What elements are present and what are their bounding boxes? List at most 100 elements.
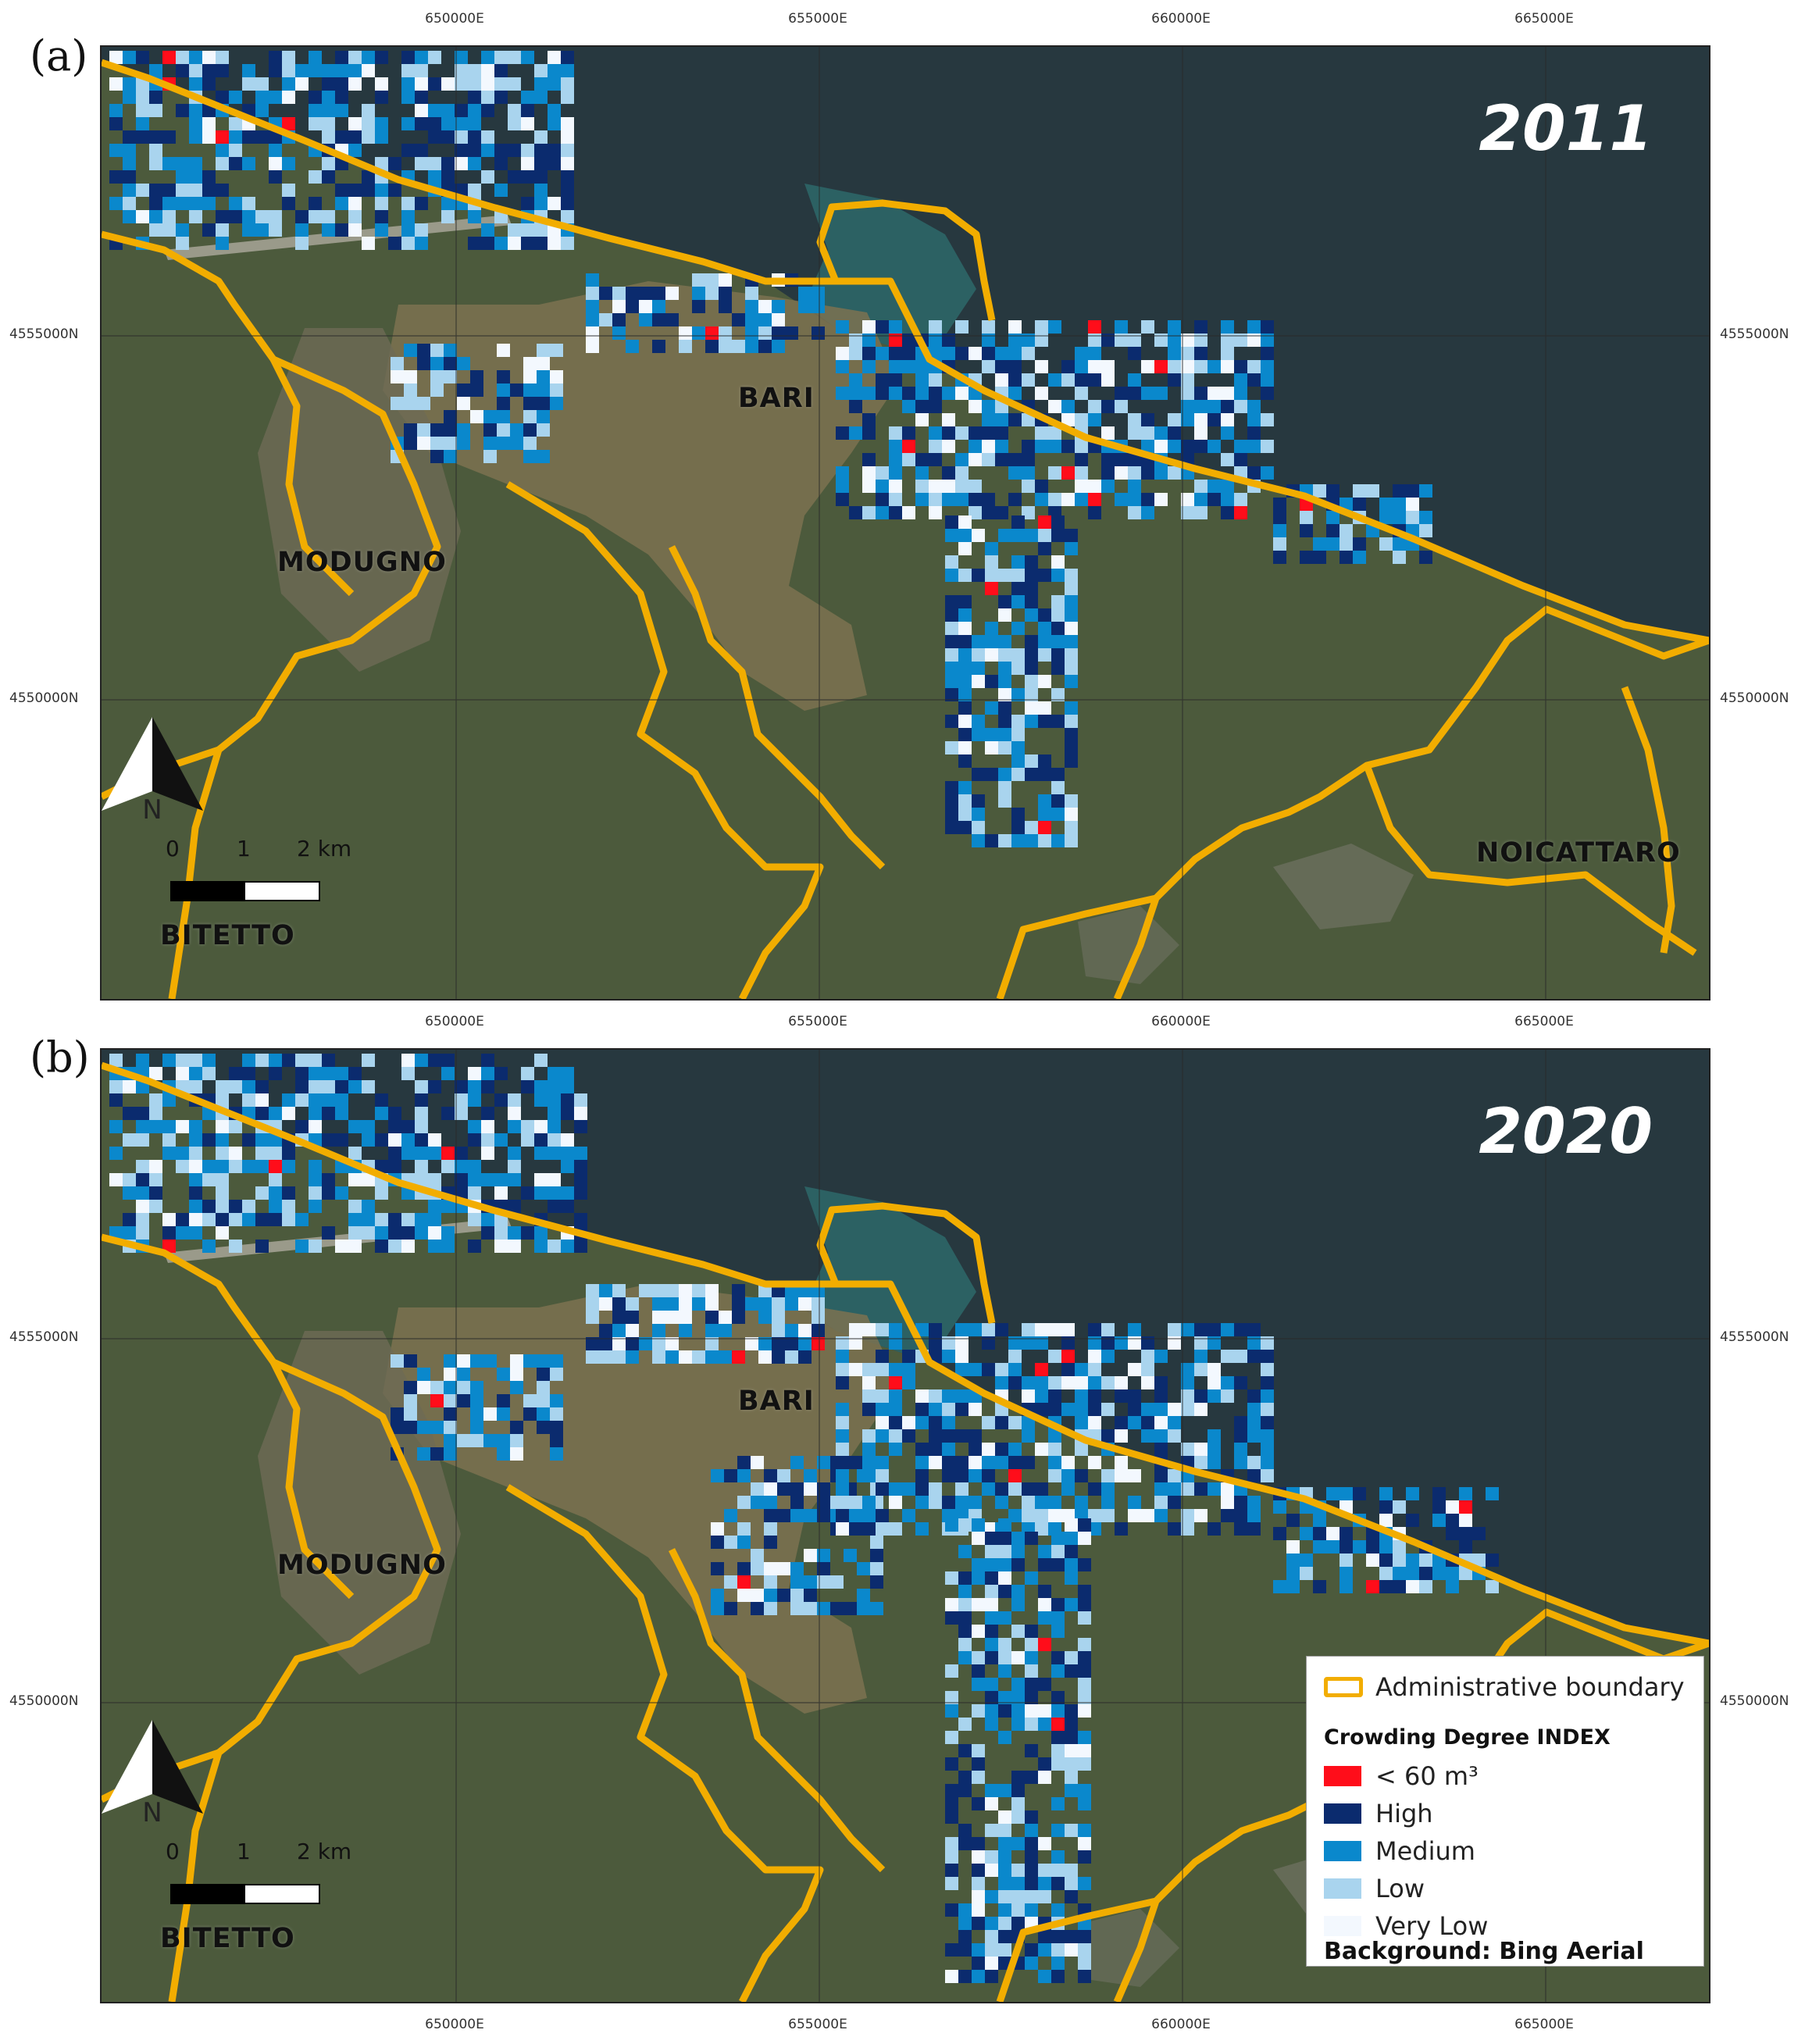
crowding-cell [149,1200,162,1213]
crowding-cell [772,340,785,353]
crowding-cell [1128,453,1141,466]
crowding-cell [189,1200,202,1213]
crowding-cell [508,1226,521,1240]
crowding-cell [282,1160,295,1173]
crowding-cell [1261,387,1274,400]
crowding-cell [968,493,982,506]
crowding-cell [745,1337,758,1350]
crowding-cell [849,1363,862,1376]
crowding-cell [109,51,123,64]
crowding-cell [1065,1558,1078,1571]
crowding-cell [982,493,995,506]
crowding-cell [785,1350,798,1364]
crowding-cell [162,157,176,170]
map-frame-2011[interactable]: BARI MODUGNO NOICATTARO BITETTO 2011 N 0… [100,45,1710,1001]
crowding-cell [523,1407,537,1421]
crowding-cell [348,197,362,210]
crowding-cell [415,1173,428,1186]
crowding-cell [537,1381,550,1394]
crowding-cell [1366,1554,1379,1567]
crowding-cell [388,1160,401,1173]
crowding-cell [1247,1350,1261,1363]
crowding-cell [216,210,229,223]
crowding-cell [798,1350,812,1364]
crowding-cell [149,1186,162,1200]
crowding-cell [1065,701,1078,715]
crowding-cell [1181,493,1194,506]
crowding-cell [444,344,457,357]
crowding-cell [455,144,468,157]
crowding-cell [457,1434,470,1447]
crowding-cell [1048,466,1061,480]
crowding-cell [812,1311,825,1324]
crowding-cell [189,170,202,184]
crowding-cell [1181,1443,1194,1456]
crowding-cell [1008,1416,1022,1429]
crowding-cell [955,1469,968,1482]
crowding-cell [1261,1416,1274,1429]
crowding-cell [1075,373,1088,387]
crowding-cell [1300,1527,1313,1540]
crowding-cell [1247,1323,1261,1336]
crowding-cell [1051,1903,1065,1917]
crowding-cell [388,1240,401,1253]
crowding-cell [995,373,1008,387]
crowding-cell [229,1080,242,1093]
crowding-cell [457,1394,470,1407]
crowding-cell [998,1864,1011,1877]
crowding-cell [444,1447,457,1461]
crowding-cell [322,1186,335,1200]
crowding-cell [534,1147,548,1160]
crowding-cell [955,1429,968,1443]
crowding-cell [1025,834,1038,847]
crowding-cell [1011,1678,1025,1691]
crowding-cell [968,1456,982,1469]
crowding-cell [242,1054,255,1067]
crowding-cell [958,1518,972,1532]
crowding-cell [1088,1456,1101,1469]
crowding-cell [362,1173,375,1186]
crowding-cell [929,1496,942,1509]
crowding-cell [1273,1527,1286,1540]
crowding-cell [481,144,494,157]
crowding-cell [958,595,972,608]
crowding-cell [362,1213,375,1226]
crowding-cell [945,1837,958,1850]
crowding-cell [652,1284,665,1297]
crowding-cell [229,1160,242,1173]
crowding-cell [1065,1943,1078,1957]
crowding-cell [612,1337,626,1350]
crowding-cell [732,313,745,326]
crowding-cell [586,326,599,340]
crowding-cell [998,715,1011,728]
crowding-cell [1022,1456,1035,1469]
crowding-cell [1168,1469,1181,1482]
crowding-cell [149,130,162,144]
crowding-cell [404,383,417,397]
crowding-cell [1194,1482,1207,1496]
crowding-cell [1088,320,1101,334]
crowding-cell [889,440,902,453]
crowding-cell [494,1093,508,1107]
crowding-cell [985,1917,998,1930]
crowding-cell [1035,426,1048,440]
crowding-cell [548,1186,561,1200]
crowding-cell [705,287,719,300]
crowding-cell [1261,1376,1274,1389]
crowding-cell [972,834,985,847]
crowding-cell [255,1080,269,1093]
crowding-cell [335,1107,348,1120]
crowding-cell [1075,1469,1088,1482]
crowding-cell [955,1482,968,1496]
crowding-cell [362,1200,375,1213]
crowding-cell [1048,1376,1061,1389]
crowding-cell [985,1864,998,1877]
crowding-cell [521,1067,534,1080]
x-tick-top: 665000E [1514,1014,1574,1029]
crowding-cell [790,1589,804,1602]
crowding-cell [1038,1598,1051,1611]
crowding-cell [455,157,468,170]
crowding-cell [955,1389,968,1403]
crowding-cell [1194,334,1207,347]
crowding-cell [998,741,1011,754]
